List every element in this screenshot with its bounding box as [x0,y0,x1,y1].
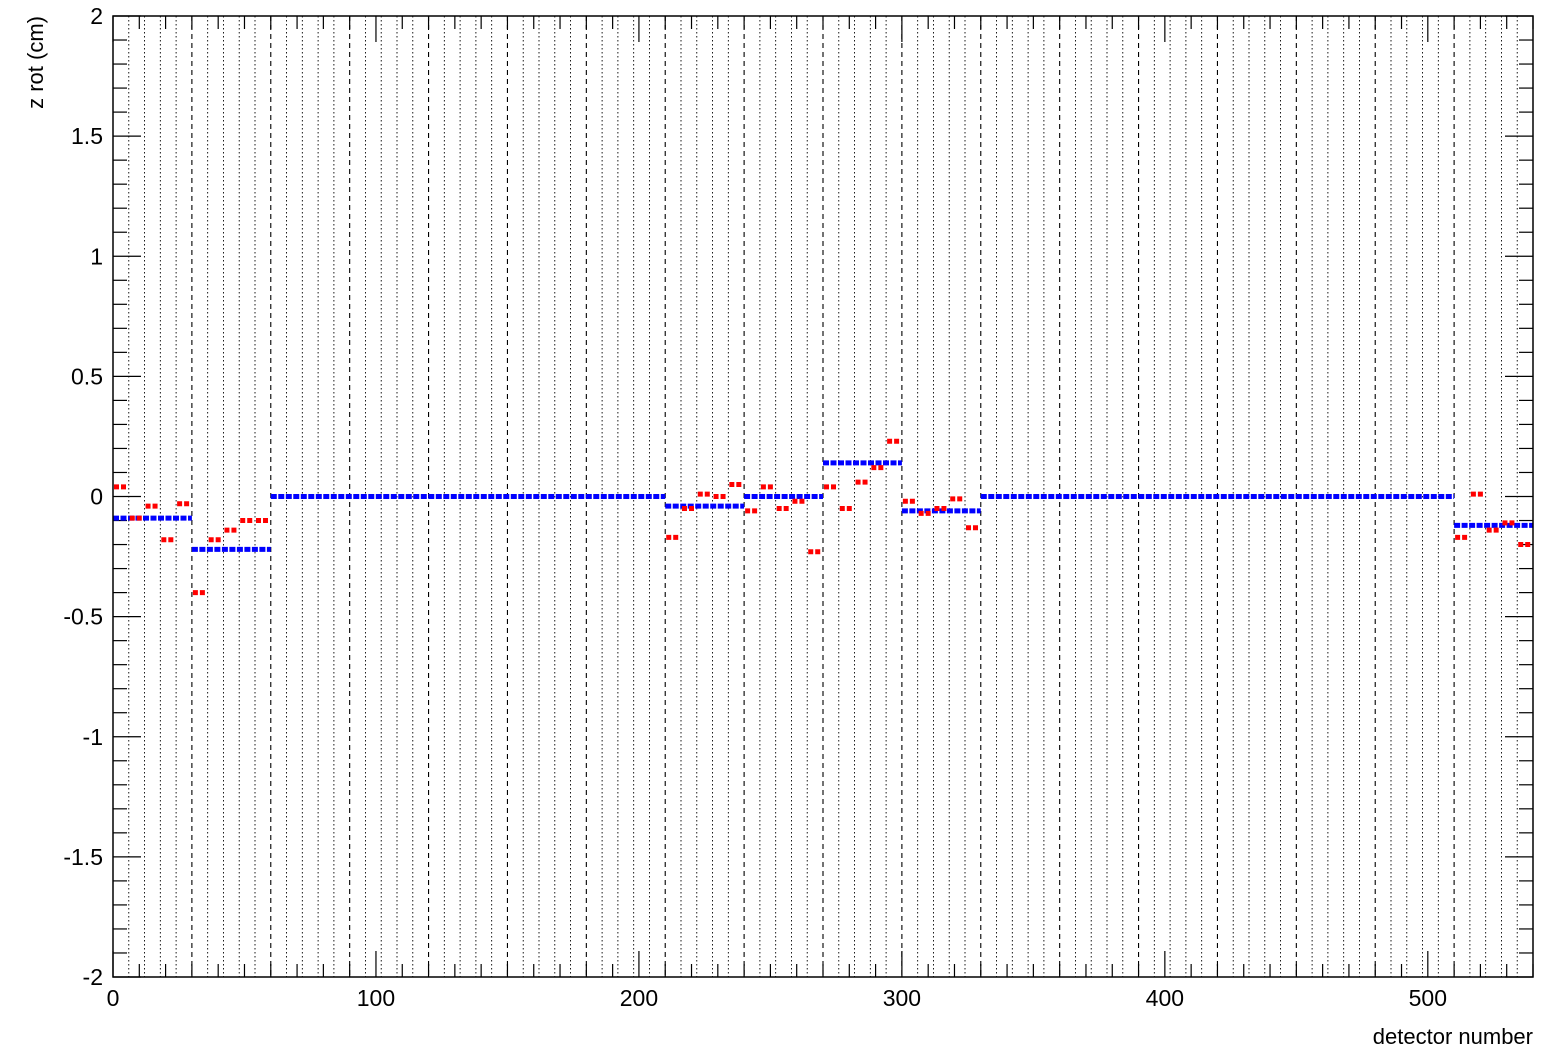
axis-ticks [112,15,1534,978]
x-tick-label: 100 [357,985,395,1011]
y-tick-label: 1 [90,243,103,269]
y-tick-label: 2 [90,3,103,29]
x-axis-title: detector number [1373,1024,1533,1049]
y-tick-label: 0.5 [71,363,103,389]
x-tick-label: 500 [1409,985,1447,1011]
x-tick-labels: 0 100 200 300 400 500 [107,985,1447,1011]
x-tick-label: 200 [620,985,658,1011]
y-tick-label: -0.5 [63,604,103,630]
y-tick-label: 1.5 [71,123,103,149]
x-tick-label: 300 [883,985,921,1011]
y-tick-label: -1.5 [63,844,103,870]
y-tick-label: -2 [83,964,103,990]
y-axis-title: z rot (cm) [23,16,48,109]
y-tick-labels: -2 -1.5 -1 -0.5 0 0.5 1 1.5 2 [63,3,103,990]
x-tick-label: 400 [1146,985,1184,1011]
y-tick-label: -1 [83,724,103,750]
plot-frame [112,15,1534,978]
x-tick-label: 0 [107,985,120,1011]
y-tick-label: 0 [90,484,103,510]
series-blue [113,460,1533,552]
series-red [114,438,1532,596]
